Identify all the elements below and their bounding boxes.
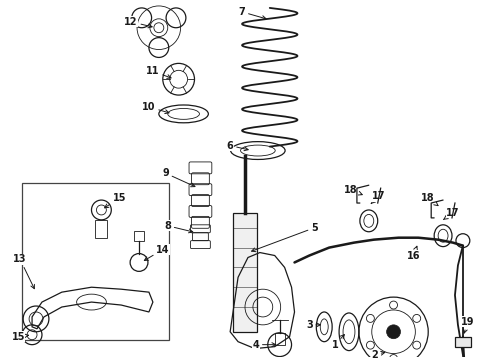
Bar [96,220,107,238]
Text: 7: 7 [239,7,266,19]
Text: 19: 19 [461,317,475,333]
Bar [233,213,257,332]
Text: 11: 11 [146,66,171,78]
Text: 10: 10 [142,102,169,114]
Text: 1: 1 [332,335,344,350]
Bar [134,231,144,241]
Circle shape [387,325,400,339]
Text: 5: 5 [251,223,318,252]
Bar [455,337,471,347]
Bar [275,333,285,345]
Text: 18: 18 [421,193,438,206]
Text: 4: 4 [252,339,276,350]
Text: 17: 17 [371,191,386,204]
Bar [22,183,169,340]
Text: 12: 12 [124,17,152,28]
Text: 8: 8 [164,221,193,233]
Text: 2: 2 [371,350,385,360]
Text: 14: 14 [145,244,170,261]
Text: 6: 6 [227,141,248,151]
Text: 13: 13 [13,255,34,289]
Text: 16: 16 [407,246,420,261]
Text: 3: 3 [306,320,320,330]
Text: 17: 17 [443,208,460,220]
Text: 9: 9 [162,168,195,187]
Text: 18: 18 [344,185,362,195]
Text: 15: 15 [104,193,126,208]
Text: 15: 15 [11,332,28,342]
